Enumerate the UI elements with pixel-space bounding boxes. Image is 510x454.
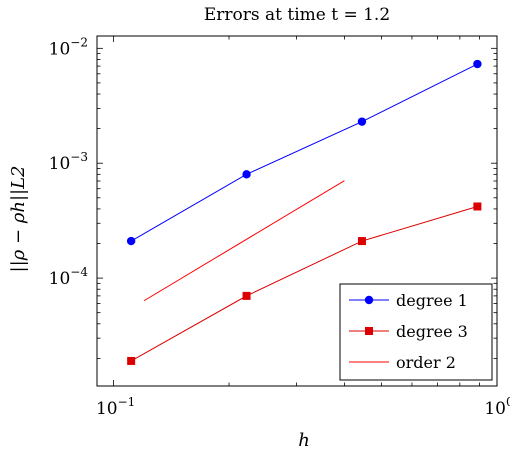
series-order-2 (143, 180, 345, 302)
legend-label: order 2 (396, 353, 456, 372)
y-tick-label: 10−4 (49, 265, 89, 289)
tick-label-base: 10 (484, 399, 506, 419)
series-degree-1 (126, 59, 482, 246)
series-line (143, 180, 345, 302)
legend-label: degree 1 (396, 291, 468, 310)
data-point (357, 117, 367, 126)
data-point (473, 202, 482, 211)
tick-label-exponent: 0 (506, 395, 510, 409)
data-point (126, 236, 136, 246)
tick-label-exponent: −3 (70, 150, 88, 164)
data-point (473, 59, 482, 69)
plot-frame (96, 35, 498, 387)
tick-label-base: 10 (49, 269, 71, 289)
legend: degree 1 degree 3 order 2 (339, 283, 493, 381)
tick-label-exponent: −4 (70, 265, 88, 279)
data-point (242, 291, 251, 300)
tick-label-base: 10 (49, 39, 71, 59)
x-axis-label: h (298, 430, 310, 451)
data-point (127, 356, 136, 365)
legend-marker (365, 327, 373, 335)
legend-item: degree 1 (349, 291, 468, 310)
series-layer (126, 59, 482, 365)
x-tick-label: 10−1 (96, 395, 135, 419)
series-degree-3 (127, 202, 482, 365)
legend-label: degree 3 (396, 322, 468, 341)
chart-title: Errors at time t = 1.2 (204, 5, 390, 25)
y-axis-label: ||ρ − ρh||L2 (8, 166, 29, 273)
series-line (130, 63, 478, 242)
tick-label-exponent: −1 (118, 395, 136, 409)
legend-item: order 2 (349, 353, 456, 372)
series-line (130, 206, 478, 362)
y-tick-label: 10−3 (49, 150, 88, 174)
tick-label-base: 10 (96, 399, 118, 419)
data-point (357, 237, 366, 246)
legend-marker (364, 295, 374, 305)
axis-ticks (97, 36, 498, 386)
legend-item: degree 3 (349, 322, 468, 341)
y-tick-label: 10−2 (49, 35, 88, 59)
data-point (242, 170, 251, 179)
x-tick-label: 100 (484, 395, 510, 419)
tick-label-base: 10 (49, 154, 71, 174)
tick-label-exponent: −2 (70, 35, 88, 49)
